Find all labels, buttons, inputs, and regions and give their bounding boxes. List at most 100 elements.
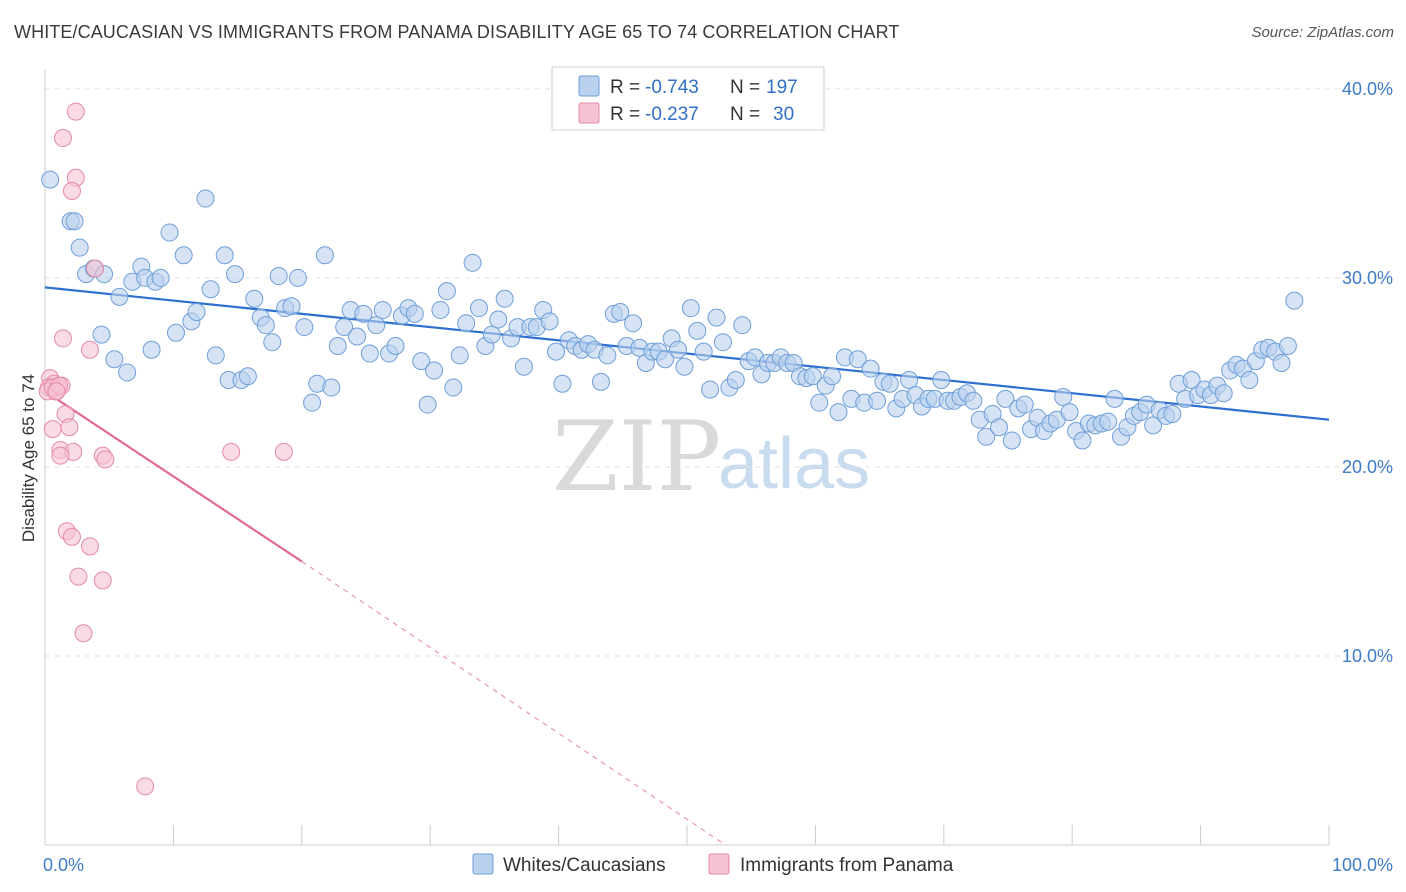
watermark-zip: ZIP [552, 401, 721, 513]
legend-swatch-whites [578, 75, 600, 97]
point-s0-42 [322, 378, 341, 397]
point-s0-46 [348, 327, 367, 346]
point-s0-52 [386, 336, 405, 355]
point-s0-94 [656, 350, 675, 369]
point-s0-61 [444, 378, 463, 397]
point-s0-85 [598, 346, 617, 365]
point-s0-60 [437, 282, 456, 301]
point-s0-117 [803, 367, 822, 386]
legend: R = -0.743 N = 197 R = -0.237 N = 30 [551, 66, 825, 131]
point-s0-62 [450, 346, 469, 365]
point-s0-101 [701, 380, 720, 399]
point-s0-72 [514, 357, 533, 376]
point-s1-33 [136, 777, 155, 796]
point-s0-87 [611, 302, 630, 321]
legend-n-value-2: 30 [773, 104, 794, 125]
point-s1-28 [62, 527, 81, 546]
point-s0-14 [142, 340, 161, 359]
point-s0-6 [92, 325, 111, 344]
point-s0-121 [829, 403, 848, 422]
point-s0-159 [1073, 431, 1092, 450]
point-s0-21 [187, 302, 206, 321]
point-s0-127 [868, 391, 887, 410]
point-s0-2 [65, 212, 84, 231]
point-s0-65 [469, 299, 488, 318]
point-s0-24 [206, 346, 225, 365]
point-s0-142 [964, 391, 983, 410]
point-s0-164 [1105, 389, 1124, 408]
x-tick-label-1: 100.0% [1332, 855, 1393, 875]
point-s0-163 [1099, 412, 1118, 431]
legend-swatch-panama [578, 102, 600, 124]
point-s0-22 [196, 189, 215, 208]
point-s0-59 [431, 301, 450, 320]
point-s0-120 [823, 367, 842, 386]
legend-r-value-1: -0.743 [645, 77, 699, 98]
point-s0-103 [713, 333, 732, 352]
point-s0-191 [1278, 336, 1297, 355]
point-s0-25 [215, 246, 234, 265]
point-s0-36 [282, 297, 301, 316]
point-s1-25 [222, 442, 241, 461]
point-s0-105 [726, 371, 745, 389]
point-s1-5 [53, 329, 72, 348]
point-s0-176 [1182, 371, 1201, 389]
point-s1-26 [274, 442, 293, 461]
y-tick-labels: 10.0% 20.0% 30.0% 40.0% [1342, 79, 1393, 666]
point-s1-1 [53, 129, 72, 148]
point-s0-148 [1002, 431, 1021, 450]
point-s1-18 [60, 418, 79, 437]
point-s0-84 [591, 372, 610, 391]
point-s1-6 [80, 340, 99, 359]
point-s1-32 [74, 624, 93, 643]
point-s1-22 [51, 446, 70, 465]
legend-r-value-2: -0.237 [645, 104, 699, 125]
point-s0-146 [990, 418, 1009, 437]
point-s0-106 [733, 316, 752, 335]
x-tick-labels: 0.0% 100.0% [43, 855, 1393, 875]
watermark-atlas: atlas [718, 424, 870, 504]
point-s0-156 [1054, 388, 1073, 407]
point-s0-49 [367, 316, 386, 335]
point-s0-64 [463, 253, 482, 272]
point-s0-132 [900, 371, 919, 389]
point-s0-181 [1214, 384, 1233, 403]
point-s1-24 [96, 450, 115, 469]
legend-r-label-1: R = [610, 77, 640, 98]
point-s0-68 [489, 310, 508, 329]
point-s1-30 [69, 567, 88, 586]
point-s0-190 [1272, 353, 1291, 372]
series-0-points [41, 170, 1304, 450]
point-s0-192 [1285, 291, 1304, 310]
point-s1-16 [47, 382, 66, 401]
axes [44, 70, 1330, 846]
point-s0-29 [238, 367, 257, 386]
y-tick-label-2: 30.0% [1342, 268, 1393, 288]
point-s0-19 [174, 246, 193, 265]
point-s0-43 [328, 336, 347, 355]
bottom-legend-swatch-whites [472, 853, 494, 875]
point-s0-76 [540, 312, 559, 331]
point-s0-33 [263, 333, 282, 352]
point-s0-98 [681, 299, 700, 318]
point-s0-97 [675, 357, 694, 376]
point-s0-30 [245, 289, 264, 308]
point-s0-69 [495, 289, 514, 308]
point-s0-67 [482, 325, 501, 344]
trend-line-s1 [44, 390, 303, 563]
point-s0-157 [1060, 403, 1079, 422]
y-tick-label-0: 10.0% [1342, 646, 1393, 666]
point-s1-29 [80, 537, 99, 556]
point-s0-9 [110, 287, 129, 306]
x-tick-label-0: 0.0% [43, 855, 84, 875]
point-s0-23 [201, 280, 220, 299]
point-s0-8 [105, 350, 124, 369]
point-s0-48 [360, 344, 379, 363]
point-s0-18 [166, 323, 185, 342]
point-s0-129 [880, 374, 899, 393]
point-s0-0 [41, 170, 60, 189]
point-s1-31 [93, 571, 112, 590]
point-s0-96 [669, 340, 688, 359]
point-s0-38 [295, 318, 314, 337]
